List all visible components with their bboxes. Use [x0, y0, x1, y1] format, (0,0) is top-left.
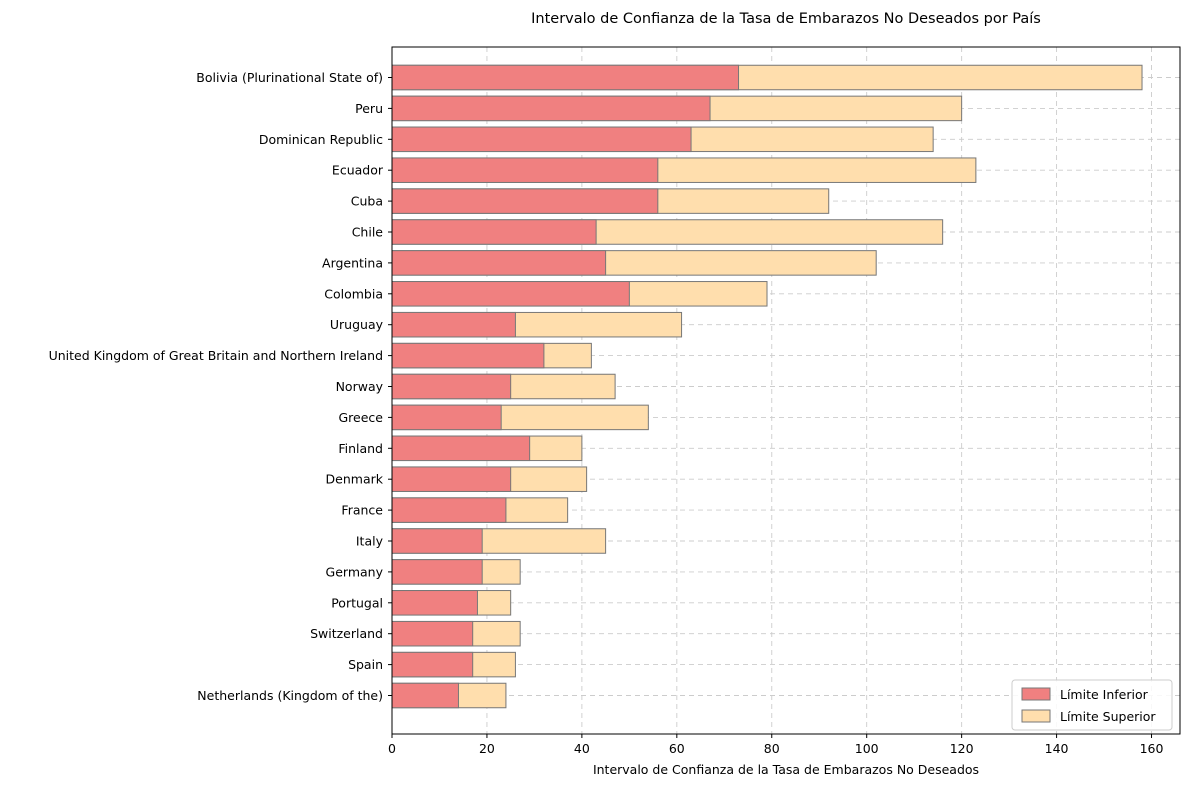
y-tick-label: Colombia	[324, 286, 383, 301]
y-tick-labels: Bolivia (Plurinational State of) Peru Domi…	[49, 70, 392, 703]
y-tick-label: Cuba	[351, 194, 383, 209]
y-tick-label: Germany	[326, 564, 384, 579]
bar-lower-limit	[391, 435, 531, 462]
x-tick-label: 60	[669, 741, 685, 756]
bar-lower-limit	[391, 404, 502, 431]
x-tick-label: 0	[388, 741, 396, 756]
y-tick-label: Portugal	[331, 595, 383, 610]
chart-title: Intervalo de Confianza de la Tasa de Emb…	[531, 11, 1041, 27]
legend-swatch	[1021, 709, 1051, 723]
x-tick-label: 100	[855, 741, 879, 756]
x-tick-label: 140	[1045, 741, 1069, 756]
bar-lower-limit	[391, 126, 692, 153]
y-tick-label: Bolivia (Plurinational State of)	[196, 70, 383, 85]
bar-lower-limit	[391, 64, 740, 91]
legend-box	[1011, 679, 1173, 731]
bar-lower-limit	[391, 311, 516, 338]
bar-lower-limit	[391, 188, 659, 214]
bar-lower-limit	[391, 590, 478, 616]
y-tick-label: Norway	[336, 379, 384, 394]
bar-lower-limit	[391, 281, 630, 307]
y-tick-label: Switzerland	[310, 626, 383, 641]
bar-lower-limit	[391, 651, 474, 678]
y-tick-label: France	[341, 503, 383, 518]
bar-lower-limit	[391, 342, 545, 369]
y-tick-label: Denmark	[326, 472, 384, 487]
bars-group	[391, 64, 1143, 709]
legend-swatch	[1021, 687, 1051, 701]
y-tick-label: Dominican Republic	[259, 132, 383, 147]
y-tick-label: Spain	[348, 657, 383, 672]
bar-lower-limit	[391, 373, 512, 400]
legend-label: Límite Inferior	[1060, 687, 1149, 702]
x-tick-label: 160	[1140, 741, 1164, 756]
bar-lower-limit	[391, 466, 512, 492]
bar-lower-limit	[391, 95, 711, 122]
bar-lower-limit	[391, 559, 483, 585]
y-tick-label: Ecuador	[332, 163, 384, 178]
y-tick-label: Argentina	[322, 255, 383, 270]
legend: Límite Inferior Límite Superior	[1011, 679, 1173, 731]
x-axis-label: Intervalo de Confianza de la Tasa de Emb…	[593, 762, 979, 777]
bar-lower-limit	[391, 497, 507, 523]
x-tick-label: 40	[574, 741, 590, 756]
bar-lower-limit	[391, 528, 483, 554]
x-tick-label: 80	[764, 741, 780, 756]
x-tick-label: 120	[950, 741, 974, 756]
bar-lower-limit	[391, 219, 597, 245]
plot-area-frame	[391, 46, 1181, 735]
legend-label: Límite Superior	[1060, 709, 1156, 724]
y-tick-label: Uruguay	[330, 317, 384, 332]
y-tick-label: Finland	[338, 441, 383, 456]
y-tick-label: Peru	[355, 101, 383, 116]
y-tick-label: Netherlands (Kingdom of the)	[197, 688, 383, 703]
bar-lower-limit	[391, 620, 474, 647]
x-ticks: 0 20 40 60 80 100 120 140 160	[388, 734, 1163, 756]
y-tick-label: Greece	[339, 410, 384, 425]
y-tick-label: United Kingdom of Great Britain and Nort…	[49, 348, 383, 363]
bar-lower-limit	[391, 157, 659, 183]
y-tick-label: Chile	[352, 225, 384, 240]
y-tick-label: Italy	[356, 534, 384, 549]
bar-lower-limit	[391, 250, 607, 276]
bar-lower-limit	[391, 682, 459, 709]
x-tick-label: 20	[479, 741, 495, 756]
